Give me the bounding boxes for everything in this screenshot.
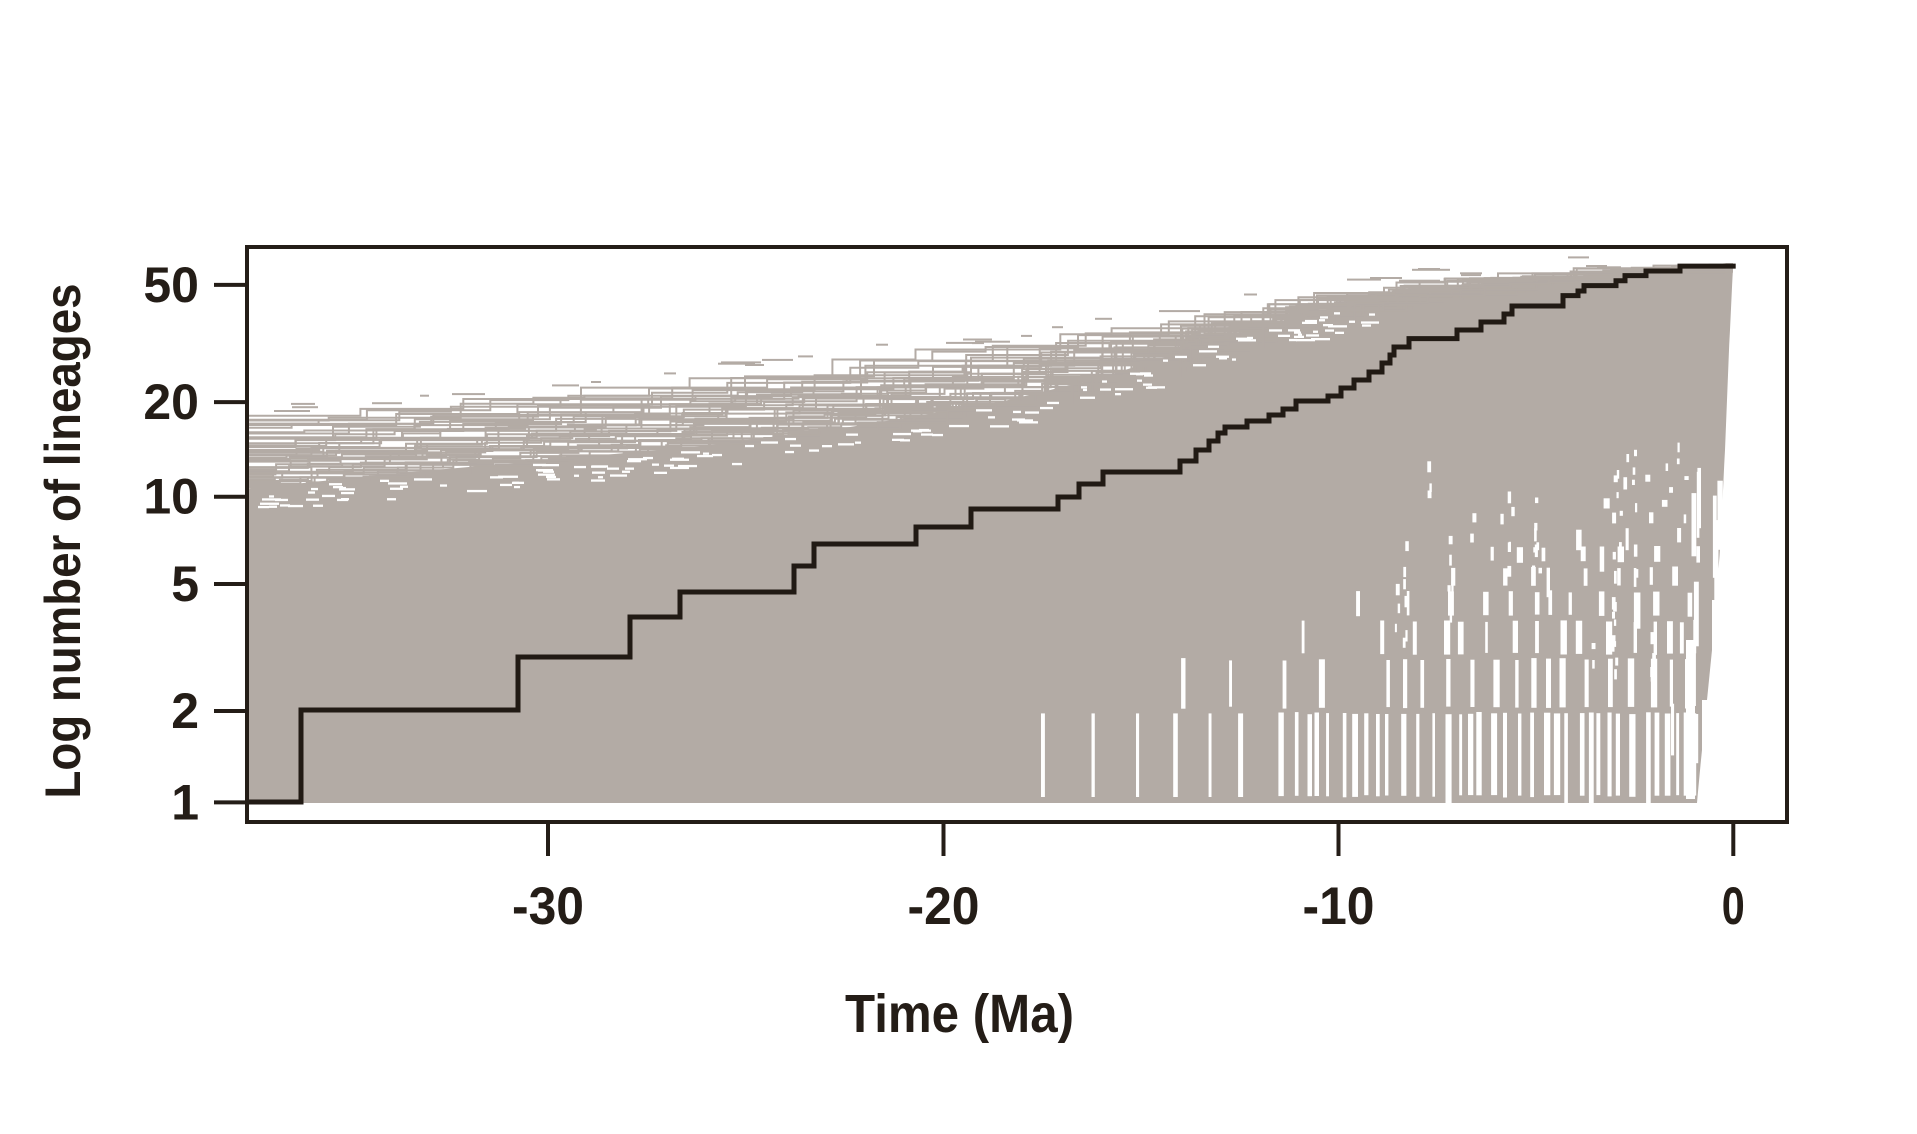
svg-text:20: 20 bbox=[143, 374, 199, 430]
svg-text:10: 10 bbox=[143, 469, 199, 525]
svg-text:Time (Ma): Time (Ma) bbox=[845, 984, 1074, 1044]
svg-text:50: 50 bbox=[143, 257, 199, 313]
svg-text:1: 1 bbox=[171, 774, 199, 830]
svg-text:-10: -10 bbox=[1303, 877, 1375, 936]
svg-text:-20: -20 bbox=[908, 877, 980, 936]
svg-text:Log number of lineages: Log number of lineages bbox=[35, 284, 91, 799]
svg-text:2: 2 bbox=[171, 683, 199, 739]
svg-text:5: 5 bbox=[171, 556, 199, 612]
svg-text:0: 0 bbox=[1722, 877, 1745, 936]
svg-text:-30: -30 bbox=[512, 877, 584, 936]
